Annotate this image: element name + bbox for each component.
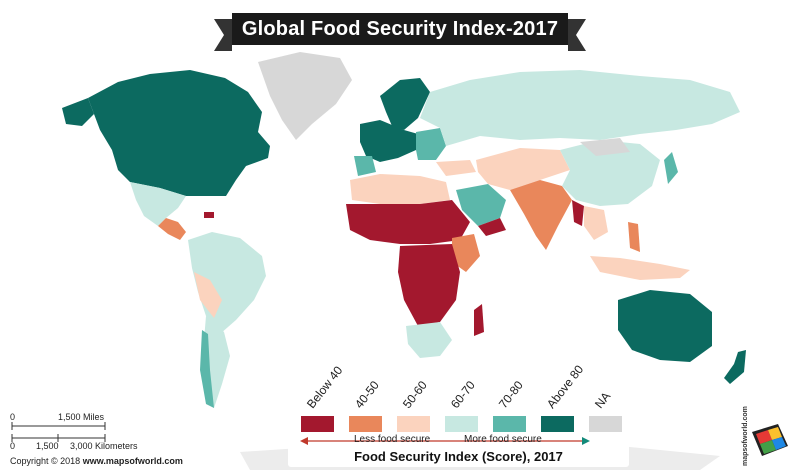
scale-miles-label: 1,500 Miles: [58, 412, 105, 422]
copyright-prefix: Copyright © 2018: [10, 456, 83, 466]
legend-swatch-0: [301, 416, 334, 432]
region-mongolia: [580, 138, 630, 156]
region-turkey: [436, 160, 476, 176]
region-indonesia: [590, 256, 690, 280]
logo-text: mapsofworld.com: [742, 406, 749, 466]
legend-swatch-4: [493, 416, 526, 432]
legend-label-6: NA: [591, 389, 614, 411]
region-saudi: [456, 184, 506, 226]
legend-label-3: 60-70: [447, 378, 478, 411]
legend-label-2: 50-60: [399, 378, 430, 411]
region-mexico: [130, 182, 186, 226]
region-ethiopia-kenya: [452, 234, 480, 272]
region-india: [510, 180, 572, 250]
region-chile: [200, 330, 214, 408]
region-peru-bolivia: [194, 272, 222, 318]
scale-miles-zero: 0: [10, 412, 16, 422]
region-yemen: [478, 218, 506, 236]
region-north-america: [88, 70, 270, 196]
region-southern-africa: [406, 322, 452, 358]
less-secure-label: Less food secure: [354, 434, 431, 445]
region-iberia: [354, 156, 376, 176]
copyright: Copyright © 2018 www.mapsofworld.com: [10, 456, 183, 466]
region-iran-central-asia: [476, 148, 570, 190]
region-caribbean: [204, 212, 214, 218]
region-madagascar: [474, 304, 484, 336]
scale-km-zero: 0: [10, 441, 16, 451]
copyright-site[interactable]: www.mapsofworld.com: [82, 456, 183, 466]
more-secure-label: More food secure: [464, 434, 542, 445]
region-russia: [420, 70, 740, 146]
legend-swatch-5: [541, 416, 574, 432]
region-philippines: [628, 222, 640, 252]
legend-swatch-6: [589, 416, 622, 432]
region-new-zealand: [724, 350, 746, 384]
region-australia: [618, 290, 712, 362]
scale-bar: 0 1,500 Miles 0 1,500 3,000 Kilometers: [10, 412, 160, 452]
legend: Below 40 40-50 50-60 60-70 70-80 Above 80 NA L…: [288, 362, 629, 467]
region-western-europe: [360, 120, 418, 162]
region-china: [560, 140, 660, 206]
region-eastern-europe: [416, 128, 446, 160]
region-japan: [664, 152, 678, 184]
region-central-africa: [398, 244, 460, 326]
legend-label-1: 40-50: [351, 378, 382, 411]
scale-km-mid: 1,500: [36, 441, 59, 451]
legend-caption: Food Security Index (Score), 2017: [354, 449, 563, 464]
region-greenland: [258, 52, 352, 140]
region-sahel: [346, 200, 470, 244]
legend-label-5: Above 80: [543, 362, 587, 411]
legend-swatch-3: [445, 416, 478, 432]
mapsofworld-logo-icon: [752, 424, 788, 456]
legend-swatch-2: [397, 416, 430, 432]
map-title: Global Food Security Index-2017: [214, 13, 586, 51]
scale-km-label: 3,000 Kilometers: [70, 441, 138, 451]
arrow-left-icon: [300, 437, 308, 445]
region-central-america: [158, 218, 186, 240]
legend-arrow: [300, 437, 590, 445]
region-north-africa: [350, 174, 450, 204]
legend-label-0: Below 40: [303, 363, 346, 411]
legend-swatch-1: [349, 416, 382, 432]
region-indochina: [584, 206, 608, 240]
region-alaska: [62, 98, 94, 126]
arrow-right-icon: [582, 437, 590, 445]
legend-label-4: 70-80: [495, 378, 526, 411]
region-myanmar: [572, 200, 584, 226]
region-scandinavia: [380, 78, 430, 130]
